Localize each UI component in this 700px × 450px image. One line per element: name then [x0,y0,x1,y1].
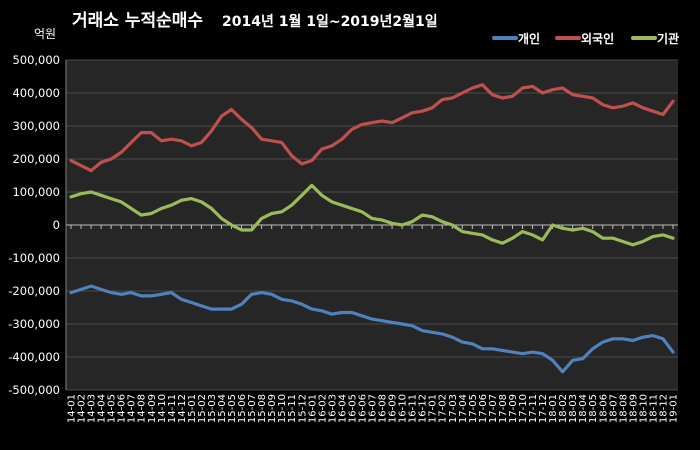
x-tick-label: 17-01 [428,394,439,423]
x-tick-label: 17-09 [508,394,519,423]
x-tick-label: 16-11 [408,394,419,423]
x-tick-label: 17-08 [498,394,509,423]
y-tick-label: -100,000 [8,251,60,265]
x-tick-label: 18-02 [558,394,569,423]
x-tick-label: 18-01 [548,394,559,423]
x-tick-label: 17-11 [528,394,539,423]
y-unit-label: 억원 [34,27,56,41]
x-tick-label: 18-04 [578,394,589,423]
series-line [69,83,675,173]
y-tick-label: -200,000 [8,284,60,298]
x-tick-label: 15-11 [287,394,298,423]
x-tick-labels: 14-01 14-02 14-03 14-04 14-05 14-06 14-07 14-08… [67,394,680,423]
legend-label: 외국인 [581,31,614,46]
x-tick-label: 16-03 [327,394,338,423]
x-tick-label: 17-02 [438,394,449,423]
x-tick-label: 14-08 [137,394,148,423]
x-tick-label: 17-07 [488,394,499,423]
y-tick-label: 300,000 [12,119,60,133]
x-tick-label: 17-03 [448,394,459,423]
y-tick-label: 500,000 [12,53,60,67]
x-tick-label: 17-10 [518,394,529,423]
x-tick-label: 14-04 [97,394,108,423]
x-tick-label: 14-01 [67,394,78,423]
x-tick-label: 16-12 [418,394,429,423]
series-line [69,284,675,374]
x-tick-label: 15-04 [217,394,228,423]
x-tick-label: 17-12 [538,394,549,423]
x-tick-label: 15-01 [187,394,198,423]
x-tick-label: 15-06 [237,394,248,423]
x-tick-label: 16-07 [368,394,379,423]
x-tick-label: 16-06 [357,394,368,423]
x-tick-label: 14-02 [77,394,88,423]
x-tick-label: 16-09 [388,394,399,423]
y-tick-label: 0 [53,218,60,232]
x-tick-label: 18-10 [638,394,649,423]
x-tick-label: 18-06 [598,394,609,423]
x-tick-label: 16-05 [347,394,358,423]
x-tick-label: 16-02 [317,394,328,423]
x-tick-label: 14-09 [147,394,158,423]
x-tick-label: 14-07 [127,394,138,423]
x-tick-label: 16-08 [378,394,389,423]
legend: 개인 외국인 기관 [492,31,679,46]
x-tick-label: 14-10 [157,394,168,423]
y-axis: 500,000 400,000 300,000 200,000 100,000 0 -100… [8,53,60,397]
chart-title: 거래소 누적순매수 [72,11,203,31]
x-tick-label: 16-10 [398,394,409,423]
x-tick-label: 14-11 [167,394,178,423]
y-tick-label: -300,000 [8,317,60,331]
x-tick-label: 18-07 [608,394,619,423]
x-tick-label: 15-12 [297,394,308,423]
x-tick-label: 15-07 [247,394,258,423]
x-tick-label: 18-11 [648,394,659,423]
series-line [69,183,675,247]
x-tick-label: 18-08 [618,394,629,423]
x-tick-label: 15-09 [267,394,278,423]
legend-label: 개인 [518,31,540,46]
x-tick-label: 16-01 [307,394,318,423]
x-tick-label: 14-05 [107,394,118,423]
legend-label: 기관 [657,31,679,46]
x-tick-label: 15-02 [197,394,208,423]
x-tick-label: 15-05 [227,394,238,423]
y-tick-label: 100,000 [12,185,60,199]
x-tick-label: 15-08 [257,394,268,423]
x-tick-label: 16-04 [337,394,348,423]
y-tick-label: 400,000 [12,86,60,100]
x-tick-label: 15-03 [207,394,218,423]
x-tick-label: 17-04 [458,394,469,423]
x-tick-label: 14-03 [87,394,98,423]
y-tick-label: 200,000 [12,152,60,166]
x-tick-label: 18-09 [628,394,639,423]
x-tick-label: 15-10 [277,394,288,423]
x-tick-label: 19-01 [669,394,680,423]
y-tick-label: -400,000 [8,350,60,364]
x-tick-label: 14-06 [117,394,128,423]
series-layer [69,83,675,374]
chart-subtitle: 2014년 1월 1일~2019년2월1일 [222,13,438,30]
x-tick-label: 14-12 [177,394,188,423]
x-tick-label: 17-05 [468,394,479,423]
x-tick-label: 18-03 [568,394,579,423]
x-tick-label: 17-06 [478,394,489,423]
x-tick-label: 18-05 [588,394,599,423]
y-tick-label: -500,000 [8,383,60,397]
x-tick-label: 18-12 [658,394,669,423]
